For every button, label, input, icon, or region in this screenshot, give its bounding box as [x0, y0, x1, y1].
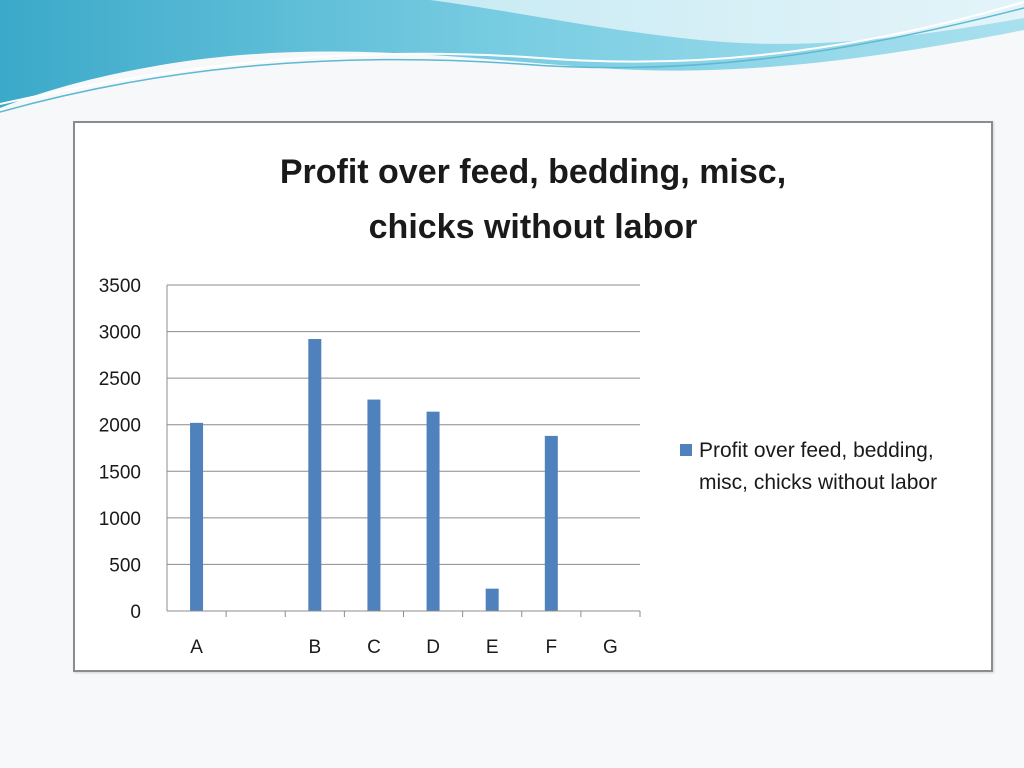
slide-header-decoration	[0, 0, 1024, 113]
y-tick-label: 3500	[99, 276, 141, 297]
y-tick-label: 2500	[99, 369, 141, 390]
bar-F	[544, 435, 558, 611]
y-tick-label: 2000	[99, 416, 141, 437]
x-tick-label-D: D	[426, 637, 440, 658]
x-axis-ticks: A B C D E F G	[190, 611, 641, 658]
y-tick-label: 3000	[99, 323, 141, 344]
chart-axes	[166, 285, 640, 612]
bar-D	[426, 411, 440, 611]
chart-gridlines	[167, 284, 640, 565]
bar-A	[190, 422, 204, 611]
chart-frame: Profit over feed, bedding, misc, chicks w…	[73, 121, 993, 672]
header-wave-line-2	[0, 1, 1024, 105]
legend-swatch	[680, 444, 692, 456]
y-tick-label: 1000	[99, 509, 141, 530]
chart-title-line-1: Profit over feed, bedding, misc,	[280, 153, 786, 191]
x-tick-label-E: E	[486, 637, 499, 658]
chart-bars	[190, 339, 558, 611]
header-wave-light	[430, 0, 1024, 44]
y-tick-label: 0	[130, 602, 141, 623]
header-wave-line-1	[0, 7, 1024, 113]
bar-chart: Profit over feed, bedding, misc, chicks w…	[99, 153, 937, 658]
legend-label-line-2: misc, chicks without labor	[699, 471, 937, 494]
y-tick-label: 500	[109, 555, 141, 576]
chart-title: Profit over feed, bedding, misc, chicks w…	[280, 153, 786, 246]
chart-title-line-2: chicks without labor	[369, 208, 698, 246]
y-tick-label: 1500	[99, 462, 141, 483]
x-tick-label-F: F	[546, 637, 558, 658]
legend-label-line-1: Profit over feed, bedding,	[699, 439, 934, 462]
y-axis-ticks: 0 500 1000 1500 2000 2500 3000 3500	[99, 276, 141, 623]
x-tick-label-C: C	[367, 637, 381, 658]
bar-B	[308, 339, 322, 611]
x-tick-label-A: A	[190, 637, 203, 658]
bar-E	[485, 588, 499, 611]
x-tick-label-B: B	[308, 637, 321, 658]
chart-legend: Profit over feed, bedding, misc, chicks w…	[680, 439, 937, 494]
x-tick-label-G: G	[603, 637, 618, 658]
bar-C	[367, 399, 381, 611]
